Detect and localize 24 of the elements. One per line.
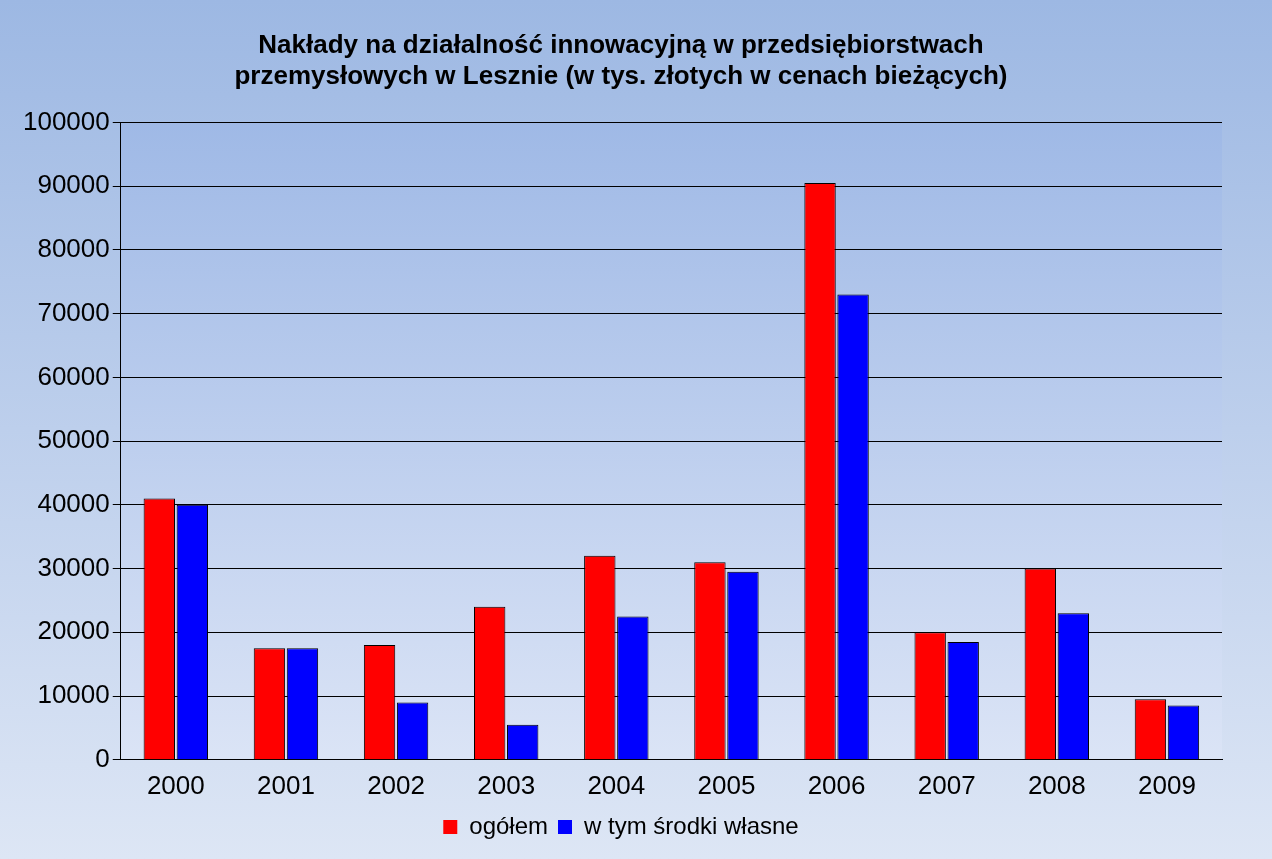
y-tick-label: 40000 [37, 488, 110, 519]
y-tick-label: 10000 [37, 679, 110, 710]
x-tick-label: 2006 [807, 769, 866, 800]
x-tick-label: 2001 [257, 769, 315, 800]
y-tick-label: 70000 [37, 296, 110, 327]
y-tick-label: 100000 [22, 105, 110, 136]
x-tick-label: 2003 [477, 769, 536, 800]
y-tick-label: 90000 [37, 169, 110, 200]
x-tick-label: 2009 [1138, 769, 1196, 800]
y-tick-label: 60000 [37, 360, 110, 391]
x-tick-label: 2000 [146, 769, 205, 800]
y-tick-label: 80000 [37, 233, 110, 264]
chart-title: Nakłady na działalność innowacyjną w przedsiębiorstwach przemysłowych w Lesznie (w tys. złotych w cenach bieżących) [234, 28, 1008, 90]
y-tick-label: 30000 [37, 551, 110, 582]
y-tick-label: 50000 [37, 424, 110, 455]
x-tick-label: 2005 [697, 769, 756, 800]
x-tick-label: 2002 [367, 769, 425, 800]
x-tick-label: 2008 [1027, 769, 1086, 800]
y-tick-label: 0 [95, 742, 110, 773]
y-tick-label: 20000 [37, 615, 110, 646]
x-tick-label: 2007 [917, 769, 976, 800]
x-tick-label: 2004 [587, 769, 646, 800]
legend-label: ogółem [469, 811, 548, 839]
legend-label: w tym środki własne [583, 811, 799, 839]
